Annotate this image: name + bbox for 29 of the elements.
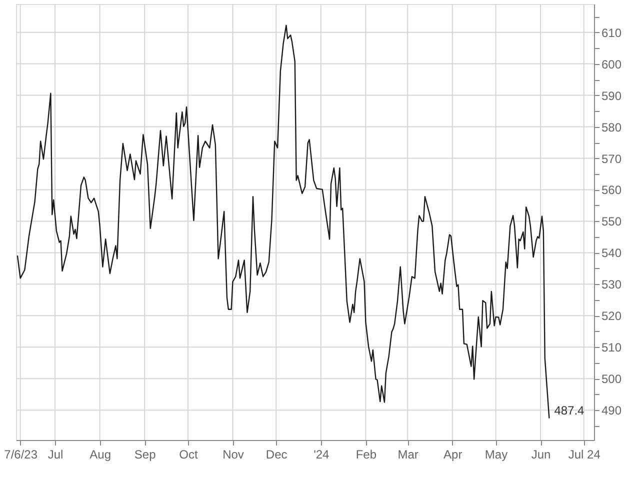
y-tick-label: 550 bbox=[602, 214, 622, 229]
x-tick-label: Aug bbox=[90, 448, 111, 462]
x-tick-label: '24 bbox=[314, 448, 330, 462]
y-tick-label: 520 bbox=[602, 309, 622, 324]
annotation: 487.4 bbox=[554, 403, 585, 418]
y-tick-label: 510 bbox=[602, 340, 622, 355]
y-tick-label: 580 bbox=[602, 120, 622, 134]
y-tick-label: 590 bbox=[602, 88, 622, 103]
y-tick-label: 610 bbox=[602, 26, 622, 40]
x-tick-label: Nov bbox=[222, 448, 244, 462]
y-tick-label: 560 bbox=[602, 183, 622, 198]
x-tick-label: May bbox=[484, 448, 508, 462]
y-tick-label: 530 bbox=[602, 278, 622, 292]
x-tick-label: Jul bbox=[48, 448, 64, 462]
x-tick-label: Jul 24 bbox=[568, 448, 601, 462]
x-tick-label: Sep bbox=[134, 448, 156, 462]
y-tick-label: 570 bbox=[602, 152, 622, 166]
x-tick-label: Feb bbox=[356, 448, 377, 462]
x-tick-label: Oct bbox=[179, 448, 198, 462]
line-series bbox=[16, 24, 550, 419]
x-tick-label: Jun bbox=[531, 448, 551, 462]
x-tick-label: Apr bbox=[444, 448, 462, 462]
x-tick-label: Dec bbox=[266, 448, 288, 462]
y-tick-label: 490 bbox=[602, 404, 622, 418]
y-tick-label: 600 bbox=[602, 57, 622, 72]
y-tick-label: 500 bbox=[602, 372, 622, 386]
y-tick-label: 540 bbox=[602, 246, 622, 260]
x-tick-label: Mar bbox=[398, 448, 418, 462]
x-tick-label: 7/6/23 bbox=[4, 448, 38, 462]
